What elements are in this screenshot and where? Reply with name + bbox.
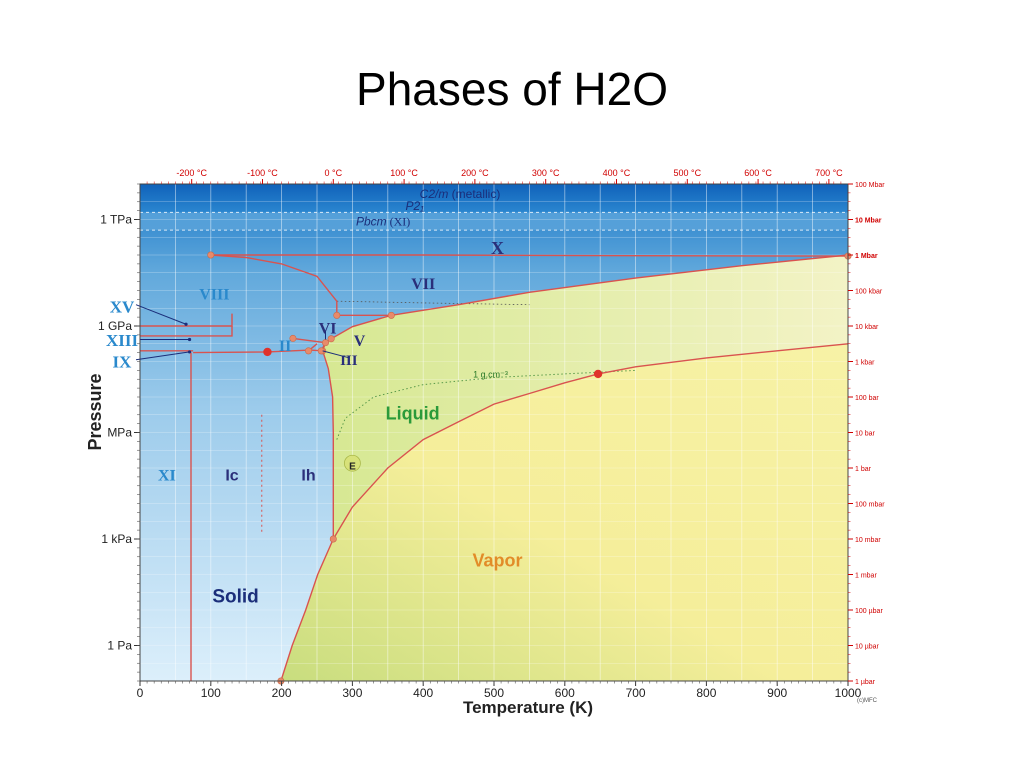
phase-pointer-arrow: [135, 351, 190, 361]
boundary-sublimation: [280, 538, 334, 681]
boundary-vaporization: [332, 343, 848, 540]
top-tick-label: 600 °C: [744, 168, 772, 178]
liquid-region: [322, 255, 848, 539]
top-tick-label: -100 °C: [247, 168, 278, 178]
triple-point: [333, 311, 341, 319]
credit-label: (c)MFC: [857, 698, 878, 704]
triple-point: [321, 339, 329, 347]
phase-label-vapor: Vapor: [473, 551, 523, 571]
boundary-XIII: [140, 326, 233, 337]
phase-label-v: V: [354, 333, 366, 350]
top-tick-label: 700 °C: [815, 168, 843, 178]
boundary-VI-melt: [330, 314, 392, 340]
phase-label-ix: IX: [113, 352, 133, 371]
triple-point: [207, 251, 215, 259]
top-tick-label: 300 °C: [532, 168, 560, 178]
right-tick-label: 10 µbar: [855, 644, 880, 651]
right-tick-label: 100 kbar: [855, 289, 883, 296]
triple-point: [305, 347, 313, 355]
y-tick-label: 1 kPa: [101, 532, 132, 546]
x-tick-label: 400: [413, 686, 433, 700]
boundary-VI-VIII: [210, 254, 338, 316]
right-tick-label: 1 kbar: [855, 360, 875, 367]
right-tick-label: 10 kbar: [855, 324, 879, 331]
phase-label-xiii: XIII: [106, 331, 139, 350]
boundary-melting-Ih: [322, 350, 334, 539]
triple-point: [329, 535, 337, 543]
right-tick-label: 100 bar: [855, 395, 879, 402]
boundary-Ih-II: [193, 349, 323, 354]
right-tick-label: 100 mbar: [855, 502, 885, 509]
vii-viii-dotted: [336, 300, 530, 306]
top-tick-label: 0 °C: [324, 168, 342, 178]
phase-label-pbcm: Pbcm (XI): [356, 214, 410, 228]
right-tick-label: 10 mbar: [855, 537, 881, 544]
phase-label-liquid: Liquid: [386, 403, 440, 423]
density-annotation: 1 g.cm⁻³: [473, 369, 508, 379]
right-tick-label: 100 µbar: [855, 608, 883, 615]
y-tick-label: 1 GPa: [98, 319, 132, 333]
x-tick-label: 300: [342, 686, 362, 700]
critical-point: [263, 347, 272, 357]
right-tick-label: 1 mbar: [855, 573, 877, 580]
phase-label-vi: VI: [319, 320, 337, 337]
x-tick-label: 200: [272, 686, 292, 700]
phase-label-p2-: P2₁: [406, 199, 425, 213]
x-tick-label: 600: [555, 686, 575, 700]
phase-label-ii: II: [279, 338, 291, 355]
top-tick-label: 200 °C: [461, 168, 489, 178]
phase-label-c2-m: C2/m (metallic): [420, 187, 501, 201]
right-tick-label: 1 bar: [855, 466, 872, 473]
boundary-VII-melt: [391, 254, 848, 316]
right-tick-label: 1 Mbar: [855, 253, 878, 260]
y-tick-label: MPa: [107, 426, 132, 440]
x-axis-title: Temperature (K): [463, 698, 593, 717]
right-tick-label: 100 Mbar: [855, 182, 885, 189]
x-tick-label: 800: [696, 686, 716, 700]
top-tick-label: -200 °C: [176, 168, 207, 178]
phase-label-xv: XV: [110, 297, 135, 316]
boundary-VII-X: [210, 254, 848, 257]
phase-pointer-head: [184, 322, 188, 326]
x-tick-label: 500: [484, 686, 504, 700]
phase-label-ic: Ic: [225, 468, 238, 485]
triple-point: [289, 334, 297, 342]
x-tick-label: 700: [626, 686, 646, 700]
top-tick-label: 500 °C: [673, 168, 701, 178]
x-tick-label: 0: [137, 686, 144, 700]
y-axis-title: Pressure: [85, 373, 105, 450]
x-tick-label: 900: [767, 686, 787, 700]
phase-label-solid: Solid: [212, 586, 258, 607]
phase-label-xi: XI: [158, 468, 176, 485]
right-tick-label: 1 µbar: [855, 679, 876, 686]
critical-point: [593, 369, 603, 379]
phase-label-ih: Ih: [301, 468, 315, 485]
top-tick-label: 100 °C: [390, 168, 418, 178]
density-isochore: [336, 369, 636, 440]
phase-pointer-head: [187, 350, 192, 354]
y-tick-label: 1 Pa: [107, 639, 132, 653]
phase-label-x: X: [491, 238, 504, 258]
phase-pointer-head: [187, 337, 192, 342]
triple-point: [327, 335, 335, 343]
x-tick-label: 1000: [835, 686, 862, 700]
triple-point: [387, 311, 395, 319]
right-tick-label: 10 bar: [855, 431, 876, 438]
phase-pointer-arrow: [322, 350, 350, 359]
phase-pointer-arrow: [135, 304, 187, 325]
top-tick-label: 400 °C: [603, 168, 631, 178]
right-tick-label: 10 Mbar: [855, 218, 882, 225]
boundary-II-V: [292, 337, 326, 344]
y-tick-label: 1 TPa: [100, 213, 132, 227]
slide-title: Phases of H2O: [356, 63, 668, 115]
phase-label-iii: III: [340, 353, 358, 369]
phase-label-e: E: [349, 462, 356, 473]
x-tick-label: 100: [201, 686, 221, 700]
triple-point-e-marker: [343, 454, 361, 472]
phase-label-vii: VII: [411, 276, 435, 293]
phase-label-viii: VIII: [199, 287, 229, 304]
